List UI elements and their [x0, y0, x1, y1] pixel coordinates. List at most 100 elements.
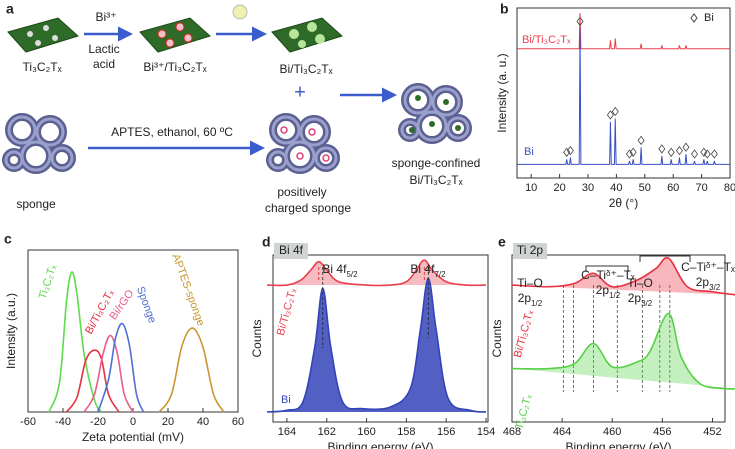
series-line [83, 334, 134, 413]
x-axis-label: Binding energy (eV) [565, 440, 671, 449]
peak-marker [658, 144, 666, 154]
x-tick-label: 464 [553, 426, 571, 438]
x-tick-label: 158 [397, 426, 415, 438]
x-tick-label: 30 [582, 182, 594, 194]
reagent-label: Bi³⁺ [96, 10, 117, 24]
spectrum-label: Ti 2p [517, 243, 544, 257]
x-tick-label: 460 [603, 426, 621, 438]
product-label: Bi/Ti₃C₂Tₓ [409, 173, 462, 187]
series-label: Bi/Ti₃C₂Tₓ [275, 287, 299, 337]
series-label: Ti₃C₂Tₓ [513, 393, 534, 431]
peak-annotation: Ti–O [517, 276, 543, 290]
peak-marker [611, 106, 619, 117]
light-bulb [232, 4, 248, 20]
y-axis-label: Intensity (a. u.) [495, 53, 509, 132]
spectrum-tag [274, 243, 308, 259]
bracket [639, 255, 691, 262]
annotation-main: 2p [518, 291, 532, 305]
peak-marker [637, 135, 645, 146]
peak-annotation: C–Tiᵟ⁺–Tₓ [681, 260, 735, 274]
conditions-label: APTES, ethanol, 60 ºC [111, 125, 233, 139]
x-tick-label: 160 [357, 426, 375, 438]
annotation-main: 2p [696, 275, 710, 289]
sponge-label: positively [277, 185, 326, 199]
x-tick-label: 162 [318, 426, 336, 438]
x-axis-label: 2θ (°) [609, 196, 638, 210]
bi-ion-sheet [139, 17, 211, 53]
series-label: Bi/Ti₃C₂Tₓ [522, 34, 571, 46]
panel-label: b [500, 1, 509, 17]
sheet-label: Bi/Ti₃C₂Tₓ [279, 62, 332, 76]
legend-marker [690, 13, 698, 23]
bracket [585, 265, 629, 272]
annotation-sub: 5/2 [346, 270, 358, 279]
series-label: APTES-sponge [169, 252, 206, 327]
peak-annotation: 2p3/2 [628, 291, 653, 307]
peak-annotation: 2p1/2 [596, 283, 621, 299]
annotation-sub: 1/2 [531, 299, 543, 308]
x-tick-label: 40 [197, 416, 209, 428]
peak-annotation: Bi 4f5/2 [322, 262, 358, 278]
series-line [517, 28, 730, 165]
x-tick-label: 154 [477, 426, 495, 438]
sheet-label: Bi³⁺/Ti₃C₂Tₓ [143, 60, 206, 74]
x-tick-label: 40 [610, 182, 622, 194]
annotation-main: Bi 4f [322, 262, 347, 276]
sheet-label: Ti₃C₂Tₓ [22, 60, 61, 74]
mxene-sheet [7, 17, 79, 53]
bi-sheet [271, 17, 343, 53]
x-tick-label: -20 [90, 416, 106, 428]
sponge-label: charged sponge [265, 201, 351, 215]
plot-frame [272, 254, 489, 423]
series-label: Bi [281, 394, 291, 406]
peak-marker [606, 110, 614, 120]
peak-marker [700, 147, 708, 157]
legend-label: Bi [704, 12, 714, 24]
spectrum-tag [513, 243, 547, 259]
peak-marker [675, 145, 683, 156]
series-line [267, 259, 487, 287]
annotation-sub: 3/2 [641, 299, 653, 308]
x-tick-label: 70 [695, 182, 707, 194]
x-tick-label: -60 [20, 416, 36, 428]
x-tick-label: 452 [703, 426, 721, 438]
charged-sponge [270, 117, 336, 170]
panel-label: e [498, 234, 506, 250]
series-line [48, 271, 103, 413]
peak-annotation: C–Tiᵟ⁺–Tₓ [581, 268, 635, 282]
plot-frame [516, 7, 731, 179]
x-tick-label: 468 [503, 426, 521, 438]
peak-marker [682, 142, 690, 152]
annotation-main: 2p [628, 291, 642, 305]
series-line [517, 13, 730, 50]
x-tick-label: 20 [553, 182, 565, 194]
x-tick-label: 156 [437, 426, 455, 438]
series-label: Bi [524, 146, 534, 158]
panel-label: a [6, 1, 14, 17]
peak-marker [710, 149, 718, 159]
peak-annotation: Ti–O [627, 276, 653, 290]
peak-marker [703, 149, 711, 159]
series-label: Ti₃C₂Tₓ [37, 263, 60, 301]
y-axis-label: Counts [250, 319, 264, 357]
annotation-sub: 3/2 [709, 283, 721, 292]
x-tick-label: 456 [653, 426, 671, 438]
peak-marker [691, 149, 698, 159]
plot-frame [27, 249, 239, 413]
x-tick-label: 0 [130, 416, 136, 428]
peak-marker [667, 147, 675, 157]
x-tick-label: 20 [162, 416, 174, 428]
peak-marker [629, 147, 637, 157]
x-axis-label: Binding energy (eV) [327, 440, 433, 449]
x-tick-label: 80 [724, 182, 735, 194]
y-axis-label: Intensity (a.u.) [4, 293, 18, 369]
series-line [511, 312, 735, 390]
series-line [97, 322, 145, 413]
product-label: sponge-confined [392, 156, 481, 170]
y-axis-label: Counts [490, 319, 504, 357]
x-tick-label: 60 [232, 416, 244, 428]
panel-label: c [4, 231, 12, 247]
peak-marker [625, 149, 633, 159]
plot-frame [511, 254, 726, 423]
series-line [65, 349, 120, 413]
